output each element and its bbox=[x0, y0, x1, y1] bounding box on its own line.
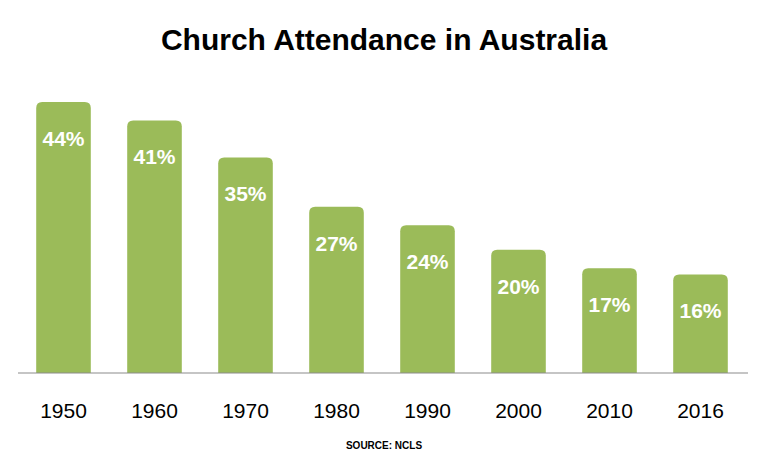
category-label: 2010 bbox=[586, 399, 633, 422]
category-label: 1970 bbox=[222, 399, 269, 422]
category-label: 1980 bbox=[313, 399, 360, 422]
bar bbox=[673, 274, 728, 373]
x-axis bbox=[18, 372, 748, 373]
data-label: 16% bbox=[679, 299, 721, 322]
data-label: 27% bbox=[315, 232, 357, 255]
bar bbox=[218, 157, 273, 373]
title: Church Attendance in Australia bbox=[161, 23, 607, 56]
data-label: 41% bbox=[133, 145, 175, 168]
data-labels: 44% 41% 35% 27% 24% 20% 17% 16% bbox=[42, 127, 721, 322]
chart: Church Attendance in Australia 44% 41% 35% 2… bbox=[0, 0, 768, 461]
category-label: 1960 bbox=[131, 399, 178, 422]
source: SOURCE: NCLS bbox=[346, 440, 422, 451]
bar bbox=[127, 120, 182, 373]
category-label: 1950 bbox=[40, 399, 87, 422]
data-label: 20% bbox=[497, 275, 539, 298]
data-label: 44% bbox=[42, 127, 84, 150]
bars bbox=[36, 102, 728, 373]
data-label: 35% bbox=[224, 182, 266, 205]
bar bbox=[491, 250, 546, 373]
bar bbox=[582, 268, 637, 373]
data-label: 24% bbox=[406, 250, 448, 273]
bar bbox=[36, 102, 91, 373]
data-label: 17% bbox=[588, 293, 630, 316]
category-label: 2000 bbox=[495, 399, 542, 422]
bar bbox=[309, 207, 364, 373]
category-label: 1990 bbox=[404, 399, 451, 422]
bar bbox=[400, 225, 455, 373]
category-label: 2016 bbox=[677, 399, 724, 422]
